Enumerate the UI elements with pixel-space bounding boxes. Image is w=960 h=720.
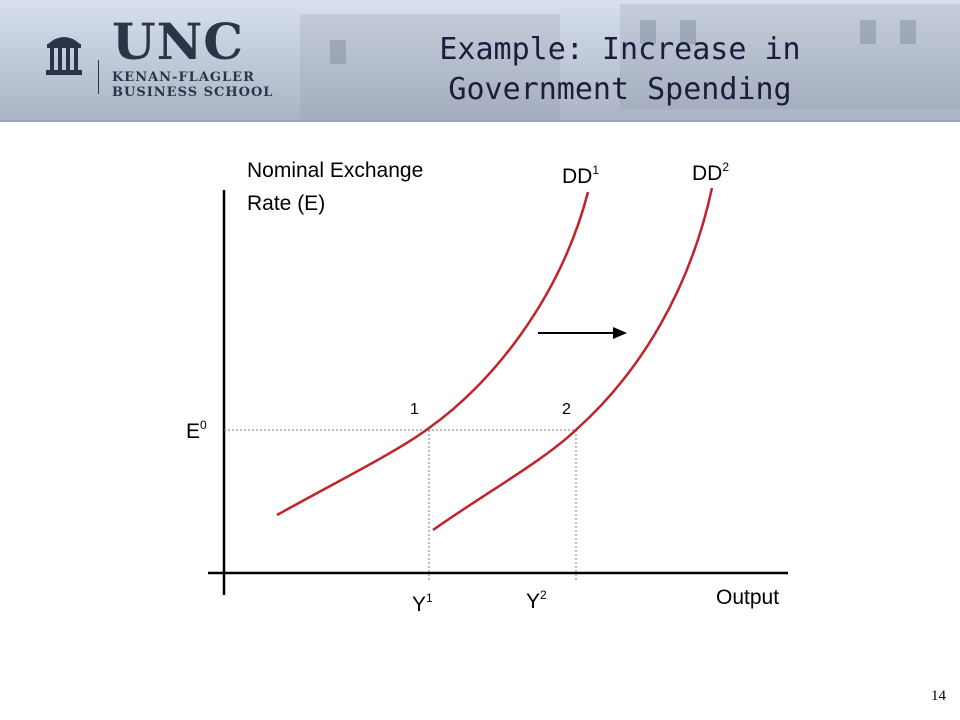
header-background-window — [330, 40, 346, 64]
logo-school-name: KENAN-FLAGLER BUSINESS SCHOOL — [112, 70, 282, 100]
y2-label-base: Y — [526, 590, 540, 613]
logo-school-line2: BUSINESS SCHOOL — [112, 85, 274, 100]
slide-title-line2: Government Spending — [448, 72, 792, 107]
y2-label-sup: 2 — [540, 588, 547, 602]
x-axis-label: Output — [716, 586, 779, 609]
e0-label-sup: 0 — [200, 418, 207, 432]
dd2-label-sup: 2 — [722, 160, 729, 174]
e0-label: E0 — [186, 418, 207, 443]
dd2-label: DD2 — [692, 160, 729, 185]
old-well-logo-icon — [46, 37, 82, 75]
dd2-curve — [432, 187, 714, 532]
y-axis-label-line1: Nominal Exchange — [247, 159, 423, 182]
point-1-label: 1 — [410, 401, 419, 418]
logo-wordmark: UNC — [112, 12, 245, 71]
slide-title-line1: Example: Increase in — [439, 32, 801, 67]
dd2-label-base: DD — [692, 162, 722, 185]
header-background-window — [860, 20, 876, 44]
e0-label-base: E — [186, 420, 200, 443]
y-axis-label-line2: Rate (E) — [247, 192, 325, 215]
dd1-label-base: DD — [562, 165, 592, 188]
logo-divider — [98, 60, 99, 94]
dd1-curve — [276, 191, 590, 517]
dd1-label: DD1 — [562, 163, 599, 188]
header-background-window — [680, 20, 696, 44]
shift-arrow-head-icon — [613, 327, 627, 339]
logo-school-line1: KENAN-FLAGLER — [112, 70, 255, 85]
dd1-label-sup: 1 — [592, 163, 599, 177]
y1-label-base: Y — [412, 593, 426, 616]
slide-header: UNC KENAN-FLAGLER BUSINESS SCHOOL Exampl… — [0, 0, 960, 122]
y1-label: Y1 — [412, 591, 433, 616]
slide-title: Example: Increase in Government Spending — [410, 30, 830, 110]
y2-label: Y2 — [526, 588, 547, 613]
header-background-window — [640, 20, 656, 44]
header-background-building — [300, 14, 560, 120]
header-background-building — [620, 4, 960, 110]
y1-label-sup: 1 — [426, 591, 433, 605]
page-number: 14 — [931, 688, 946, 704]
header-background-window — [900, 20, 916, 44]
point-2-label: 2 — [562, 401, 571, 418]
